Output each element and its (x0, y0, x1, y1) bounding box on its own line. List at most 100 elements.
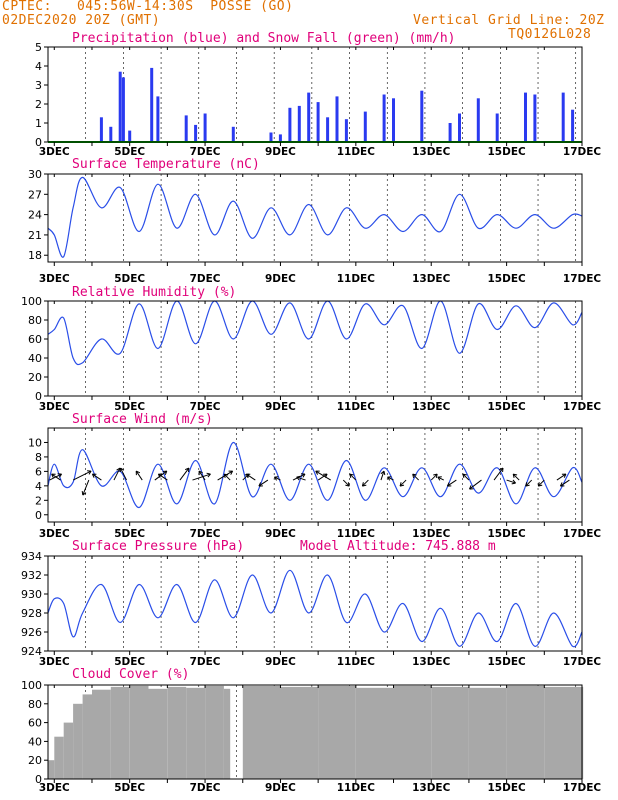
precip-bar (561, 92, 565, 142)
y-tick-label: 928 (21, 607, 42, 620)
y-tick-label: 8 (35, 451, 42, 464)
precip-bar (382, 94, 386, 142)
cloud-bar (186, 687, 205, 779)
y-tick-label: 80 (28, 314, 42, 327)
wind-arrowhead (512, 473, 518, 479)
wind-arrow (399, 479, 407, 487)
wind-arrow (412, 473, 420, 481)
y-tick-label: 5 (35, 41, 42, 54)
y-tick-label: 6 (35, 465, 42, 478)
wind-arrow (342, 479, 350, 487)
date-label: 13DEC (412, 528, 451, 540)
cloud-bar (63, 722, 74, 779)
date-label: 7DEC (190, 401, 221, 413)
panel-subtitle: Model Altitude: 745.888 m (300, 539, 496, 554)
precip-bar (109, 126, 113, 142)
wind-arrowhead (198, 470, 203, 476)
coords-label: 045:56W-14:30S (76, 0, 194, 14)
date-label: 13DEC (412, 273, 451, 285)
date-label: 3DEC (39, 273, 70, 285)
wind-arrow (462, 473, 470, 481)
y-tick-label: 40 (28, 352, 42, 365)
wind-arrowhead (258, 482, 263, 487)
date-label: 15DEC (488, 528, 527, 540)
cloud-bar (48, 760, 55, 779)
source-label: CPTEC: (2, 0, 52, 14)
y-tick-label: 0 (35, 509, 42, 522)
wind-arrow (493, 467, 504, 481)
date-label: 3DEC (39, 528, 70, 540)
date-label: 9DEC (265, 656, 296, 668)
wind-arrowhead (245, 473, 251, 478)
header-source: CPTEC: 045:56W-14:30S POSSE (GO) (2, 0, 293, 14)
wind-arrowhead (87, 470, 92, 475)
panel-title: Relative Humidity (%) (72, 285, 236, 300)
wind-arrowhead (206, 472, 211, 478)
date-label: 9DEC (265, 273, 296, 285)
y-tick-label: 100 (21, 679, 42, 692)
precip-bar (344, 119, 348, 142)
date-label: 3DEC (39, 656, 70, 668)
date-label: 7DEC (190, 656, 221, 668)
wind-arrow (430, 473, 438, 481)
wind-arrow (556, 473, 567, 481)
y-tick-label: 1 (35, 117, 42, 130)
model-label: TQ0126L028 (508, 27, 592, 42)
wind-arrow (192, 473, 211, 481)
date-label: 7DEC (190, 782, 221, 794)
run-time-label: 02DEC2020 20Z (GMT) (2, 13, 161, 28)
wind-arrow (198, 470, 206, 481)
date-label: 9DEC (265, 782, 296, 794)
precip-bar (495, 113, 499, 142)
wind-arrow (315, 470, 331, 481)
precip-bar (288, 107, 292, 142)
wind-arrowhead (162, 470, 168, 475)
panel-6: 0 20 40 60 80 100 3DEC 5DEC 7DEC 9DEC 11DEC 13DEC 15… (21, 667, 601, 794)
date-label: 15DEC (488, 782, 527, 794)
y-tick-label: 18 (28, 249, 42, 262)
date-label: 15DEC (488, 146, 527, 158)
panel-title: Surface Pressure (hPa) (72, 539, 244, 554)
precip-bar (184, 115, 188, 142)
wind-arrow (82, 479, 90, 496)
y-tick-label: 20 (28, 371, 42, 384)
y-tick-label: 27 (28, 188, 42, 201)
y-tick-label: 100 (21, 295, 42, 308)
wind-arrow (92, 473, 102, 481)
wind-arrowhead (273, 476, 279, 481)
wind-arrow (223, 473, 231, 481)
wind-arrow (506, 479, 516, 484)
y-tick-label: 20 (28, 754, 42, 767)
cloud-bar (431, 686, 469, 779)
wind-arrow (380, 470, 385, 481)
wind-arrowhead (499, 467, 504, 473)
wind-arrowhead (349, 473, 354, 479)
wind-arrow (349, 473, 357, 481)
wind-arrowhead (91, 473, 97, 478)
y-tick-label: 10 (28, 436, 42, 449)
y-tick-label: 60 (28, 717, 42, 730)
grid-note-label: Vertical Grid Line: 20Z (413, 13, 605, 28)
wind-arrowhead (511, 479, 516, 485)
date-label: 9DEC (265, 401, 296, 413)
date-label: 3DEC (39, 401, 70, 413)
precip-bar (269, 132, 273, 142)
wind-arrowhead (446, 482, 452, 487)
date-label: 11DEC (337, 782, 376, 794)
cloud-bar (355, 687, 394, 779)
y-tick-label: 30 (28, 168, 42, 181)
wind-arrowhead (469, 485, 474, 490)
wind-arrow (179, 467, 190, 481)
wind-arrowhead (380, 470, 386, 476)
y-tick-label: 0 (35, 136, 42, 149)
wind-arrow (135, 470, 143, 481)
cloud-bar (544, 686, 582, 779)
precip-bar (335, 96, 339, 142)
cloud-bar (54, 736, 64, 779)
date-label: 17DEC (563, 528, 602, 540)
precip-bar (448, 123, 452, 142)
series-line (47, 300, 583, 366)
series-line (47, 176, 583, 258)
date-label: 17DEC (563, 401, 602, 413)
